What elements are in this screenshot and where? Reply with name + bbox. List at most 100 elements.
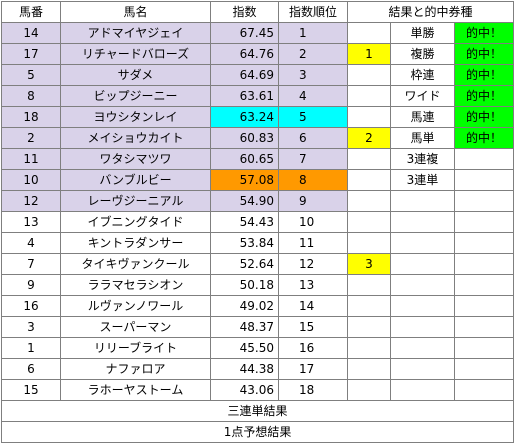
horse-name: ヨウシタンレイ (60, 106, 211, 128)
trifecta-result-label: 三連単結果 (0, 400, 515, 422)
index-rank: 1 (278, 22, 348, 44)
index-rank: 6 (278, 127, 348, 149)
horse-name: リリーブライト (60, 337, 211, 359)
pick-mark (347, 169, 391, 191)
hit-badge (453, 379, 515, 401)
horse-name: レーヴジーニアル (60, 190, 211, 212)
hit-badge: 的中！ (453, 106, 515, 128)
ticket-type: 馬連 (390, 106, 455, 128)
hit-badge (453, 211, 515, 233)
ticket-type (390, 232, 455, 254)
header-row: 馬番 馬名 指数 指数順位 結果と的中券種 (1, 1, 515, 23)
pick-mark (347, 85, 391, 107)
table-row: 2 メイショウカイト 60.83 6 2 馬単 的中！ (1, 127, 515, 149)
horse-name: サダメ (60, 64, 211, 86)
hit-badge (453, 148, 515, 170)
horse-name: タイキヴァンクール (60, 253, 211, 275)
hit-badge: 的中！ (453, 85, 515, 107)
index-value: 63.24 (210, 106, 279, 128)
horse-number: 4 (1, 232, 61, 254)
table-row: 3 スーパーマン 48.37 15 (1, 316, 515, 338)
hit-badge (453, 295, 515, 317)
horse-number: 15 (1, 379, 61, 401)
ticket-type (390, 295, 455, 317)
pick-mark (347, 211, 391, 233)
hit-badge (453, 358, 515, 380)
horse-name: ルヴァンノワール (60, 295, 211, 317)
horse-name: イブニングタイド (60, 211, 211, 233)
index-rank: 3 (278, 64, 348, 86)
footer-row-trifecta: 三連単結果 (0, 400, 515, 422)
horse-number: 16 (1, 295, 61, 317)
hit-badge (453, 253, 515, 275)
horse-number: 14 (1, 22, 61, 44)
pick-mark (347, 232, 391, 254)
pick-mark (347, 148, 391, 170)
ticket-type: 枠連 (390, 64, 455, 86)
index-rank: 2 (278, 43, 348, 65)
horse-name: バンブルビー (60, 169, 211, 191)
horse-number: 2 (1, 127, 61, 149)
hit-badge (453, 316, 515, 338)
ticket-type (390, 274, 455, 296)
index-value: 43.06 (210, 379, 279, 401)
pick-mark (347, 358, 391, 380)
index-value: 53.84 (210, 232, 279, 254)
ticket-type: 単勝 (390, 22, 455, 44)
table-row: 8 ビップジーニー 63.61 4 ワイド 的中！ (1, 85, 515, 107)
index-value: 52.64 (210, 253, 279, 275)
header-num: 馬番 (1, 1, 61, 23)
index-value: 64.69 (210, 64, 279, 86)
horse-name: ナファロア (60, 358, 211, 380)
pick-mark (347, 22, 391, 44)
index-rank: 14 (278, 295, 348, 317)
index-rank: 16 (278, 337, 348, 359)
index-value: 64.76 (210, 43, 279, 65)
hit-badge: 的中！ (453, 22, 515, 44)
table-row: 15 ラホーヤストーム 43.06 18 (1, 379, 515, 401)
index-value: 50.18 (210, 274, 279, 296)
index-value: 57.08 (210, 169, 279, 191)
pick-mark: 1 (347, 43, 391, 65)
horse-number: 1 (1, 337, 61, 359)
ticket-type: 3連複 (390, 148, 455, 170)
index-rank: 7 (278, 148, 348, 170)
pick-mark (347, 295, 391, 317)
table-row: 5 サダメ 64.69 3 枠連 的中！ (1, 64, 515, 86)
index-value: 67.45 (210, 22, 279, 44)
table-row: 6 ナファロア 44.38 17 (1, 358, 515, 380)
ticket-type (390, 190, 455, 212)
horse-number: 7 (1, 253, 61, 275)
hit-badge (453, 169, 515, 191)
index-rank: 18 (278, 379, 348, 401)
index-value: 63.61 (210, 85, 279, 107)
index-value: 49.02 (210, 295, 279, 317)
pick-mark (347, 379, 391, 401)
header-name: 馬名 (60, 1, 211, 23)
index-rank: 5 (278, 106, 348, 128)
table-row: 7 タイキヴァンクール 52.64 12 3 (1, 253, 515, 275)
ticket-type (390, 316, 455, 338)
index-value: 48.37 (210, 316, 279, 338)
header-index: 指数 (210, 1, 279, 23)
index-value: 60.65 (210, 148, 279, 170)
table-row: 13 イブニングタイド 54.43 10 (1, 211, 515, 233)
pick-mark: 2 (347, 127, 391, 149)
horse-number: 11 (1, 148, 61, 170)
ticket-type (390, 379, 455, 401)
ticket-type (390, 253, 455, 275)
index-rank: 9 (278, 190, 348, 212)
table-row: 12 レーヴジーニアル 54.90 9 (1, 190, 515, 212)
pick-mark (347, 316, 391, 338)
one-point-result-label: 1点予想結果 (0, 421, 515, 443)
index-value: 44.38 (210, 358, 279, 380)
index-value: 45.50 (210, 337, 279, 359)
hit-badge: 的中！ (453, 127, 515, 149)
ticket-type (390, 337, 455, 359)
table-row: 11 ワタシマツワ 60.65 7 3連複 (1, 148, 515, 170)
table-row: 14 アドマイヤジェイ 67.45 1 単勝 的中！ (1, 22, 515, 44)
index-value: 54.90 (210, 190, 279, 212)
hit-badge: 的中！ (453, 43, 515, 65)
horse-name: ラホーヤストーム (60, 379, 211, 401)
